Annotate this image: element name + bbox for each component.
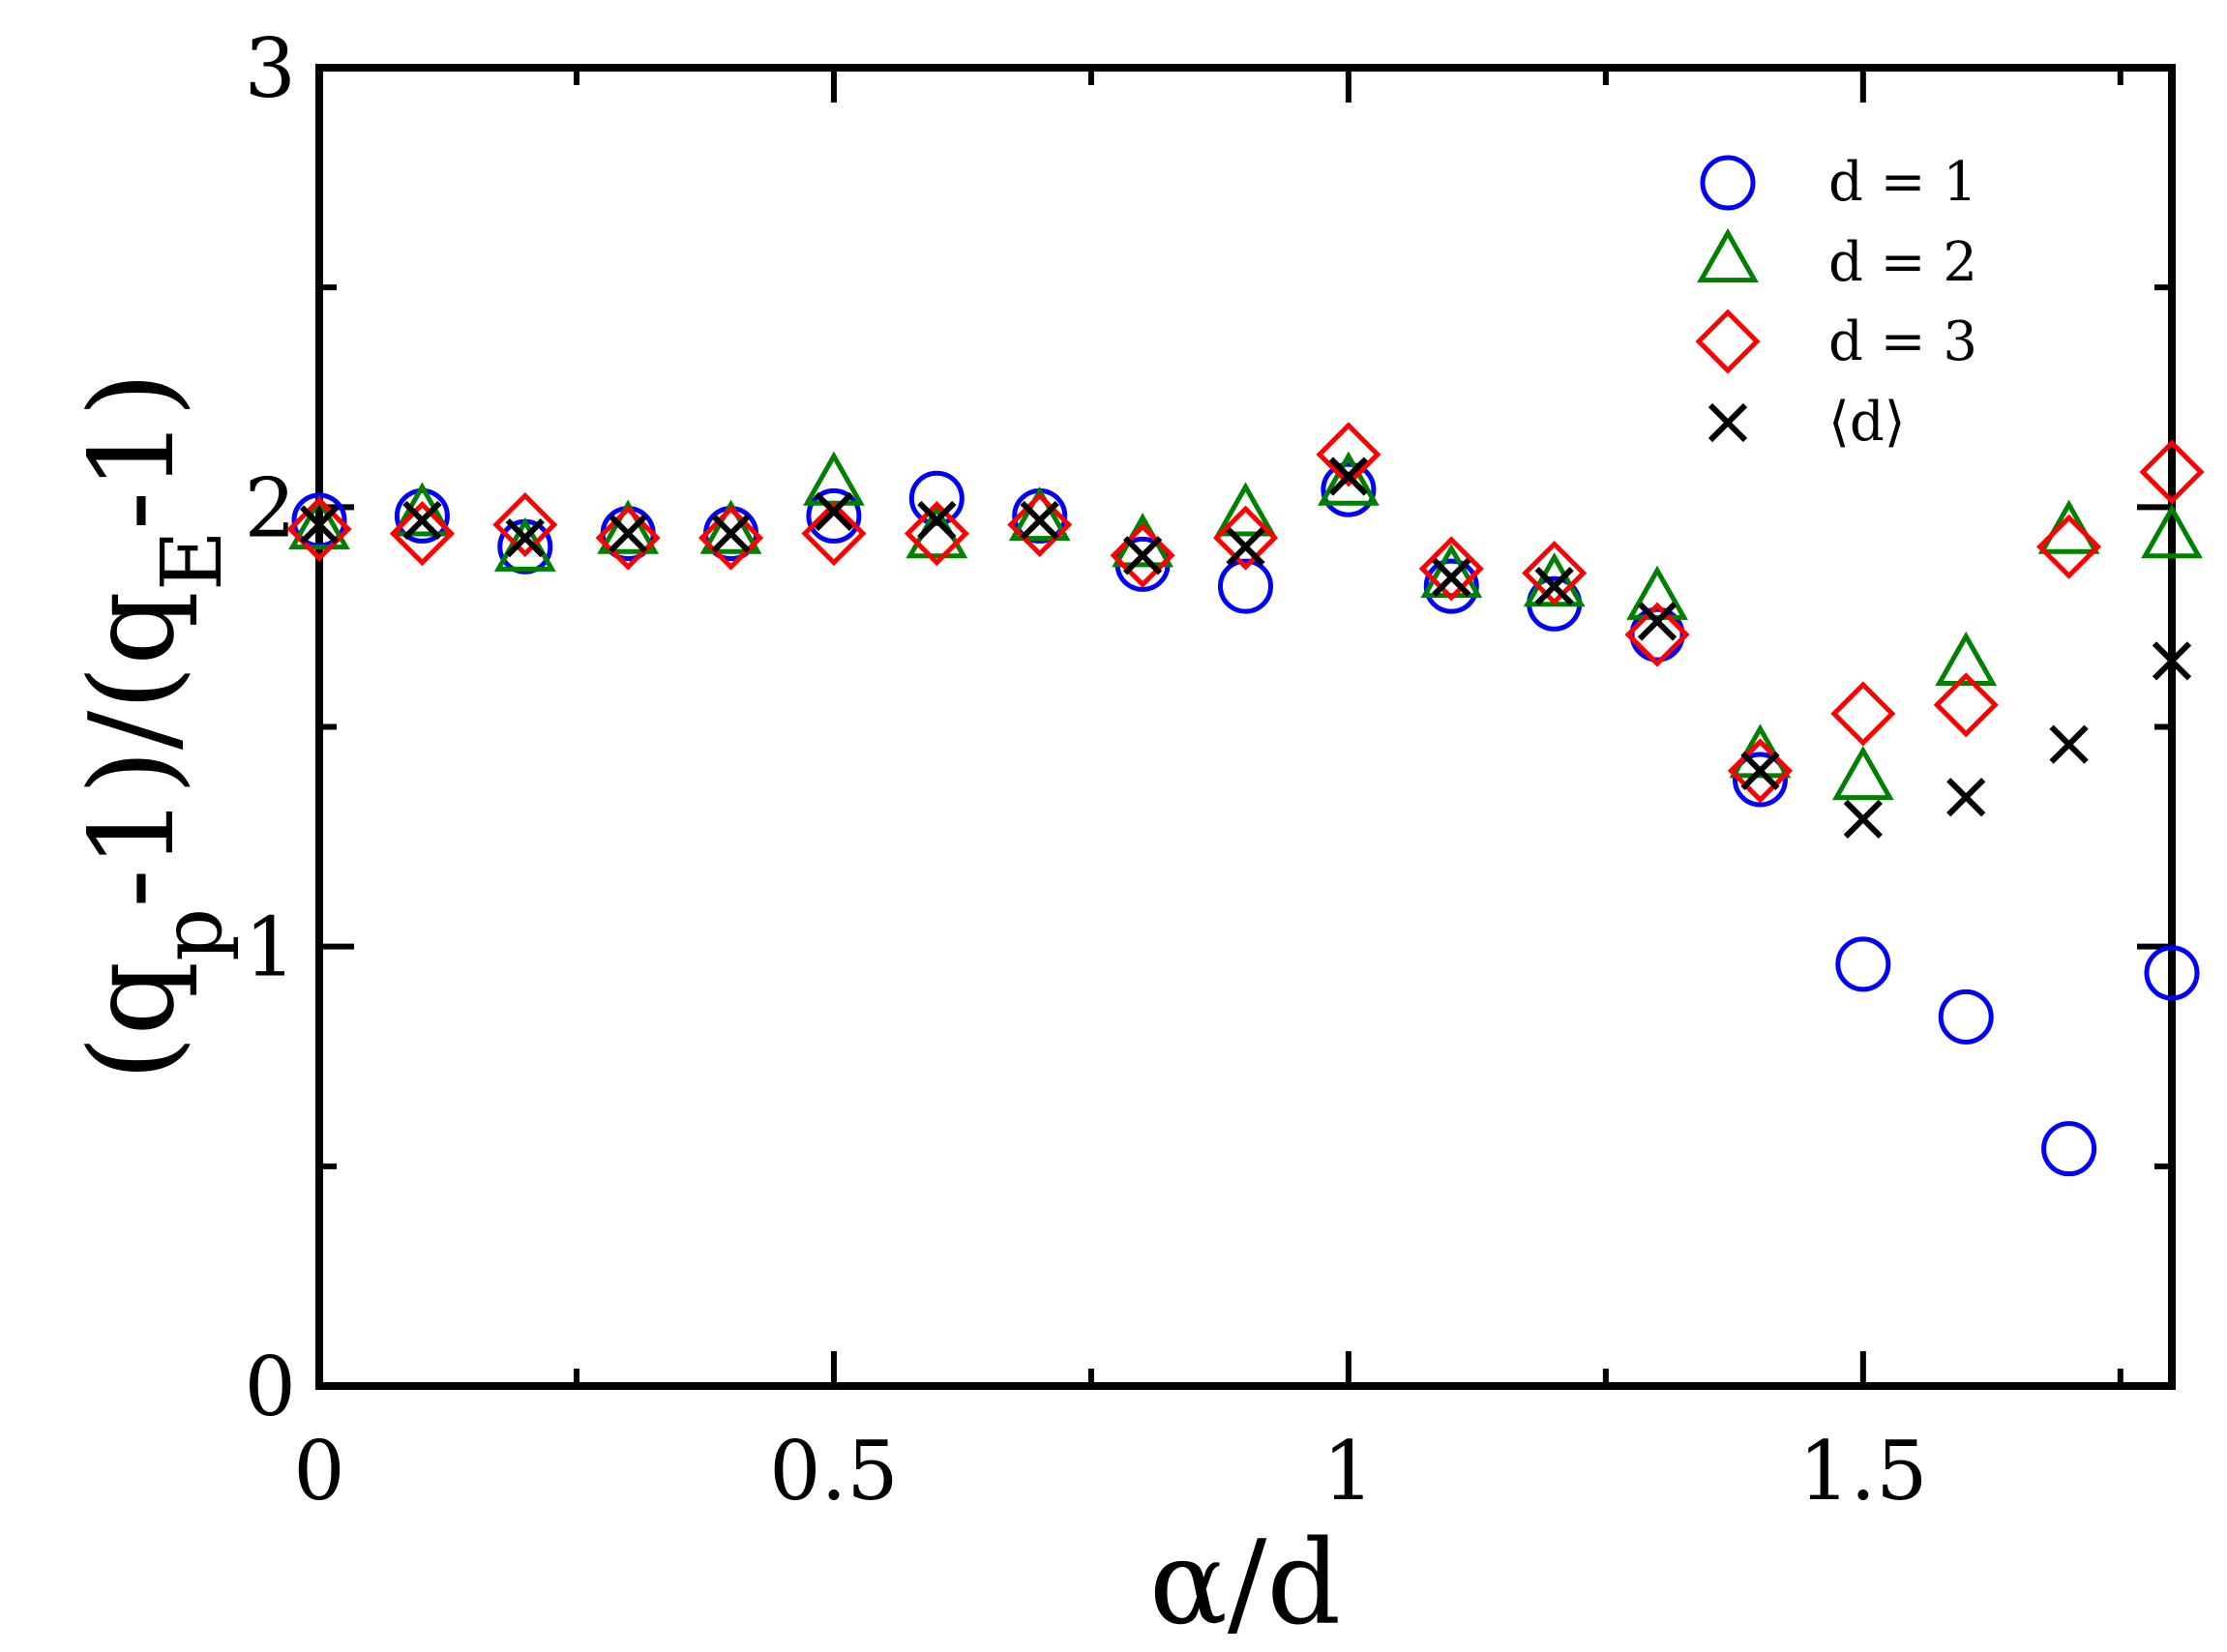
data-point-triangle xyxy=(493,516,556,572)
y-title-sub-p: p xyxy=(144,908,241,961)
data-point-triangle xyxy=(1214,482,1277,537)
y-title-mid: -1)/(q xyxy=(66,591,200,908)
series-1 xyxy=(291,461,2200,1177)
data-point-diamond xyxy=(1522,540,1588,606)
data-point-diamond xyxy=(1624,602,1690,667)
y-tick-label: 1 xyxy=(245,900,296,995)
data-point-diamond xyxy=(595,505,661,571)
data-point-diamond xyxy=(904,501,969,567)
legend-label-d2: d = 2 xyxy=(1828,231,1977,294)
legend-markers xyxy=(1695,155,1761,443)
legend-label-d1: d = 1 xyxy=(1828,151,1977,214)
x-axis-title: α/d xyxy=(1149,1517,1341,1651)
data-point-circle xyxy=(497,518,553,575)
data-point-circle xyxy=(1732,752,1788,808)
x-tick-label: 1.5 xyxy=(1798,1424,1928,1519)
data-point-diamond xyxy=(2036,514,2102,579)
data-point-diamond xyxy=(1212,505,1279,571)
data-point-triangle xyxy=(2141,504,2203,559)
data-point-triangle xyxy=(1008,486,1071,542)
y-title-open: (q xyxy=(66,961,200,1081)
data-point-cross xyxy=(1637,602,1678,641)
data-point-circle xyxy=(2041,1121,2097,1177)
data-point-triangle xyxy=(2037,499,2100,554)
data-point-cross xyxy=(2152,641,2192,681)
legend-marker-triangle xyxy=(1697,227,1759,283)
data-point-triangle xyxy=(391,482,454,537)
data-point-cross xyxy=(609,514,648,553)
data-point-circle xyxy=(1321,461,1377,517)
legend-marker-circle xyxy=(1700,155,1756,211)
y-title-sub-e: E xyxy=(144,530,241,591)
data-point-circle xyxy=(2144,945,2200,1001)
data-point-cross xyxy=(917,500,957,541)
data-point-diamond xyxy=(1316,422,1381,487)
data-point-triangle xyxy=(699,499,762,554)
series-4 xyxy=(299,457,2192,840)
data-point-diamond xyxy=(286,496,352,562)
data-point-cross xyxy=(1843,799,1883,840)
data-point-triangle xyxy=(1935,631,1998,686)
data-points xyxy=(286,422,2205,1177)
tick-labels: 0 0.5 1 1.5 0 1 2 3 xyxy=(245,21,1928,1519)
y-tick-label: 0 xyxy=(245,1340,296,1434)
data-point-cross xyxy=(1946,778,1986,817)
data-point-diamond xyxy=(1418,536,1484,602)
data-point-cross xyxy=(1432,557,1471,598)
data-point-cross xyxy=(1534,566,1574,606)
data-point-circle xyxy=(1423,558,1479,614)
data-point-cross xyxy=(814,491,854,531)
data-point-diamond xyxy=(801,501,867,567)
data-point-circle xyxy=(806,487,862,544)
legend-marker-cross xyxy=(1707,402,1748,443)
data-point-cross xyxy=(1740,751,1780,791)
data-point-cross xyxy=(2049,724,2089,764)
x-tick-label: 0.5 xyxy=(769,1424,899,1519)
data-point-circle xyxy=(1629,606,1685,663)
data-point-triangle xyxy=(1831,745,1894,801)
y-tick-label: 3 xyxy=(245,21,296,116)
y-title-close: -1) xyxy=(66,372,200,531)
legend: d = 1 d = 2 d = 3 ⟨d⟩ xyxy=(1695,151,1977,454)
data-point-diamond xyxy=(1727,738,1793,804)
x-tick-label: 1 xyxy=(1322,1424,1374,1519)
data-point-cross xyxy=(1122,536,1163,575)
data-point-diamond xyxy=(492,491,558,558)
data-point-circle xyxy=(908,470,965,526)
y-tick-label: 2 xyxy=(245,460,296,555)
data-point-diamond xyxy=(2139,439,2205,505)
data-point-circle xyxy=(1938,988,1994,1045)
data-point-cross xyxy=(1226,527,1265,567)
data-point-cross xyxy=(299,505,340,545)
legend-label-d3: d = 3 xyxy=(1828,310,1977,373)
data-point-cross xyxy=(505,518,545,558)
data-point-cross xyxy=(1328,457,1369,496)
data-point-diamond xyxy=(389,501,455,567)
data-point-circle xyxy=(1835,936,1891,992)
data-point-diamond xyxy=(1110,522,1175,588)
data-point-diamond xyxy=(1007,491,1073,558)
data-point-triangle xyxy=(1317,451,1380,506)
data-point-diamond xyxy=(1830,681,1896,747)
data-point-diamond xyxy=(1933,672,1999,738)
legend-marker-diamond xyxy=(1695,309,1761,374)
data-point-cross xyxy=(711,514,751,553)
legend-label-mean-d: ⟨d⟩ xyxy=(1828,391,1906,454)
data-point-cross xyxy=(1020,500,1059,541)
y-axis-title: (qp-1)/(qE-1) xyxy=(66,372,241,1081)
data-point-circle xyxy=(1218,558,1273,614)
data-point-diamond xyxy=(698,505,764,571)
data-point-triangle xyxy=(288,494,350,550)
data-point-cross xyxy=(402,500,442,541)
series-3 xyxy=(286,422,2205,804)
plot-frame xyxy=(315,64,2176,1390)
data-point-triangle xyxy=(597,499,660,554)
x-tick-label: 0 xyxy=(293,1424,344,1519)
